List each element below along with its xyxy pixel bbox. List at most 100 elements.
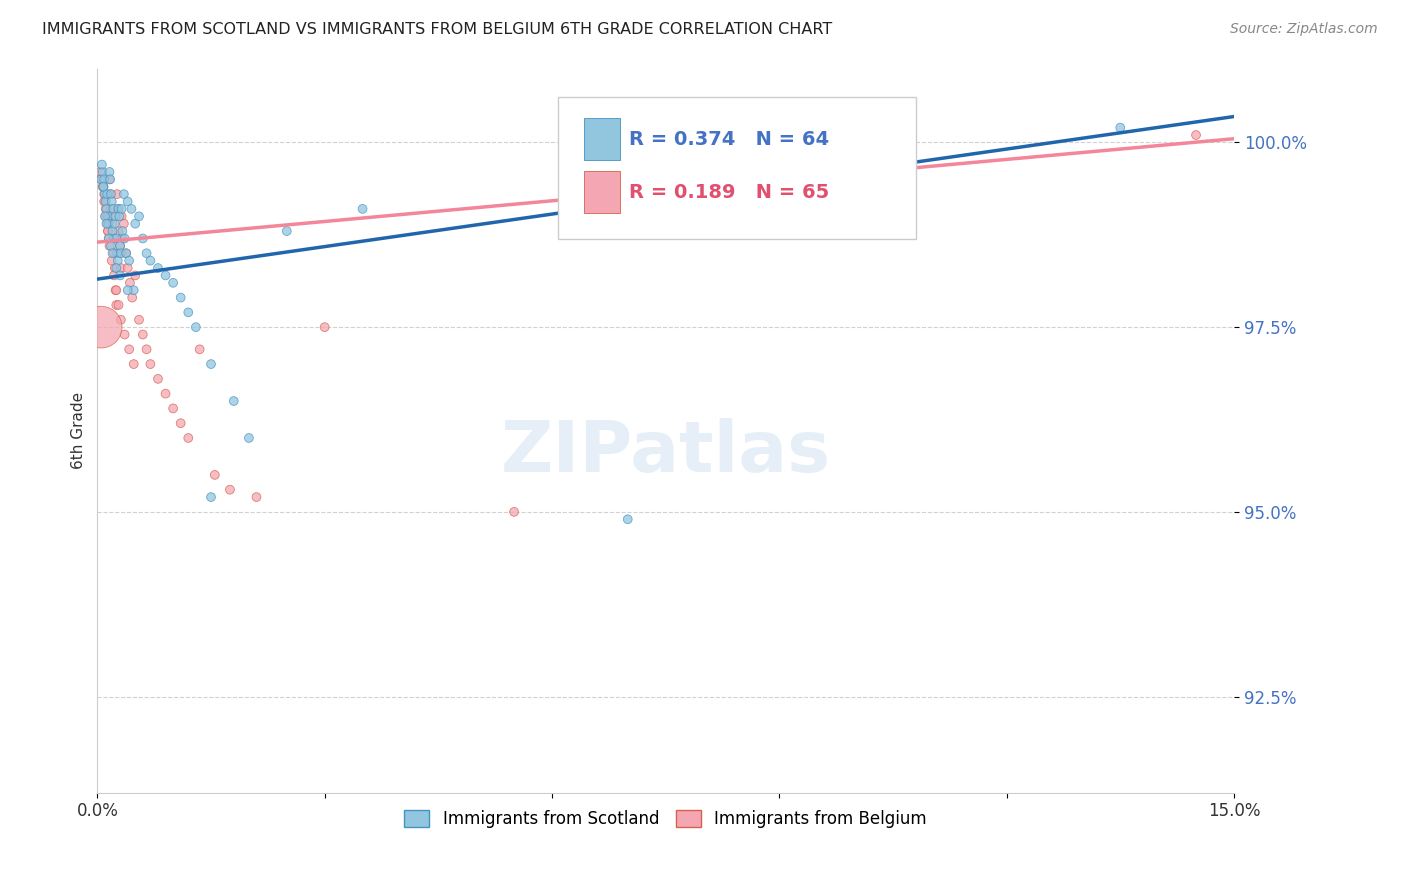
Point: [117, 260, 139, 275]
Point: [115, 246, 138, 260]
Point: [93, 179, 115, 194]
Point: [104, 217, 127, 231]
Point: [120, 202, 142, 216]
Point: [94, 209, 117, 223]
Point: [118, 276, 141, 290]
Point: [110, 202, 132, 216]
Point: [97, 224, 120, 238]
Point: [122, 283, 145, 297]
Point: [90, 172, 112, 186]
Point: [110, 260, 132, 275]
Point: [96, 202, 118, 216]
Point: [100, 253, 122, 268]
Point: [97, 209, 120, 223]
Point: [200, 490, 222, 504]
Point: [97, 224, 120, 238]
FancyBboxPatch shape: [583, 171, 620, 213]
Point: [118, 343, 141, 357]
Point: [112, 187, 135, 202]
Point: [90, 172, 112, 186]
Point: [93, 172, 115, 186]
Point: [105, 246, 128, 260]
Point: [204, 467, 226, 482]
Point: [155, 268, 177, 283]
Point: [200, 357, 222, 371]
Point: [93, 179, 115, 194]
Point: [111, 231, 134, 245]
Text: R = 0.374   N = 64: R = 0.374 N = 64: [630, 130, 830, 149]
Point: [94, 187, 117, 202]
Point: [108, 239, 131, 253]
Point: [121, 291, 143, 305]
Point: [98, 239, 121, 253]
Point: [89, 165, 111, 179]
Point: [104, 283, 127, 297]
Point: [146, 372, 169, 386]
Point: [98, 165, 121, 179]
Point: [105, 298, 128, 312]
Point: [238, 431, 260, 445]
Point: [177, 305, 200, 319]
Point: [94, 194, 117, 209]
Point: [115, 246, 138, 260]
Point: [103, 202, 125, 216]
Point: [98, 172, 121, 186]
Point: [170, 291, 193, 305]
Point: [100, 187, 122, 202]
Point: [108, 268, 131, 283]
Point: [110, 209, 132, 223]
Point: [100, 239, 122, 253]
Point: [101, 217, 124, 231]
Text: ZIPatlas: ZIPatlas: [501, 417, 831, 487]
Point: [108, 239, 131, 253]
Point: [503, 505, 526, 519]
Point: [124, 268, 146, 283]
Point: [135, 343, 157, 357]
Point: [98, 187, 121, 202]
Point: [112, 217, 135, 231]
Point: [162, 401, 184, 416]
Point: [111, 224, 134, 238]
Point: [117, 283, 139, 297]
Point: [122, 357, 145, 371]
Point: [96, 217, 118, 231]
Point: [94, 202, 117, 216]
Point: [219, 483, 242, 497]
Point: [276, 224, 298, 238]
Point: [107, 202, 129, 216]
Point: [1109, 120, 1132, 135]
Y-axis label: 6th Grade: 6th Grade: [72, 392, 86, 469]
Point: [124, 217, 146, 231]
FancyBboxPatch shape: [583, 119, 620, 161]
Point: [90, 172, 112, 186]
Point: [97, 231, 120, 245]
Point: [128, 209, 150, 223]
Point: [110, 312, 132, 326]
Point: [105, 260, 128, 275]
Point: [98, 172, 121, 186]
Point: [105, 187, 128, 202]
Point: [108, 246, 131, 260]
Point: [93, 179, 115, 194]
Point: [96, 217, 118, 231]
Point: [139, 357, 162, 371]
Point: [105, 283, 128, 297]
Point: [107, 202, 129, 216]
Point: [94, 209, 117, 223]
Point: [352, 202, 374, 216]
Point: [245, 490, 267, 504]
Point: [101, 224, 124, 238]
Point: [110, 246, 132, 260]
Point: [132, 231, 155, 245]
Point: [104, 260, 127, 275]
Point: [314, 320, 336, 334]
Point: [97, 231, 120, 245]
Text: IMMIGRANTS FROM SCOTLAND VS IMMIGRANTS FROM BELGIUM 6TH GRADE CORRELATION CHART: IMMIGRANTS FROM SCOTLAND VS IMMIGRANTS F…: [42, 22, 832, 37]
Point: [93, 187, 115, 202]
Point: [104, 209, 127, 223]
Point: [100, 194, 122, 209]
Point: [108, 209, 131, 223]
Point: [103, 231, 125, 245]
Legend: Immigrants from Scotland, Immigrants from Belgium: Immigrants from Scotland, Immigrants fro…: [398, 804, 934, 835]
Point: [91, 179, 114, 194]
